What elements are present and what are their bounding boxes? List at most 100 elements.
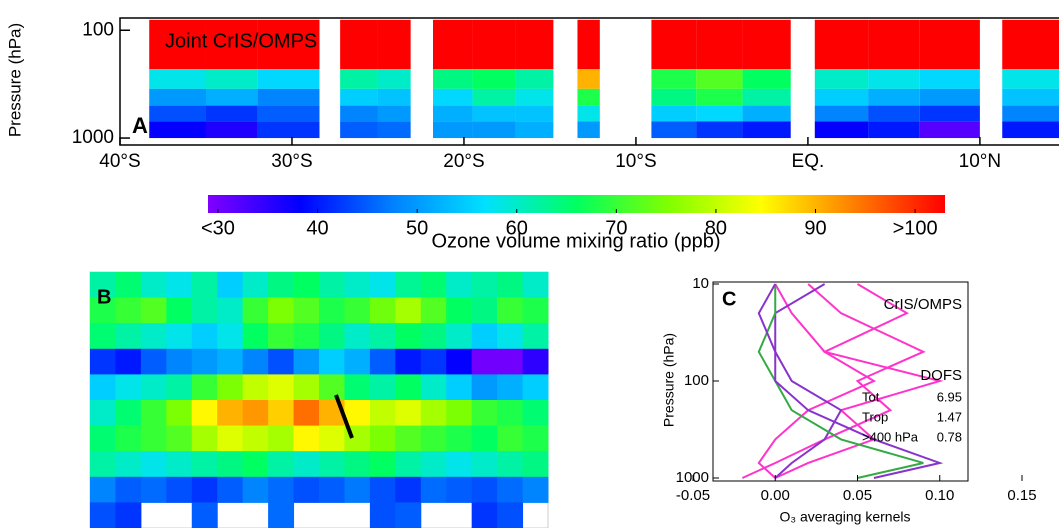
x-tick-label: 30°S	[271, 151, 312, 172]
map-cell	[395, 348, 422, 375]
table-key: Trop	[862, 409, 888, 424]
panel-label: B	[97, 286, 111, 308]
x-axis-label: O₃ averaging kernels	[780, 509, 911, 525]
map-cell	[166, 323, 193, 350]
heat-cell	[340, 69, 378, 89]
transect-line	[334, 394, 354, 439]
heat-cell	[742, 88, 791, 106]
heat-cell	[651, 105, 697, 122]
x-tick-label: -0.05	[676, 487, 710, 504]
map-cell	[268, 272, 295, 299]
map-cell	[191, 323, 218, 350]
heat-cell	[1002, 121, 1059, 139]
map-cell	[319, 374, 345, 401]
map-cell	[115, 272, 142, 299]
map-cell	[115, 348, 142, 375]
map-cell	[166, 476, 193, 503]
map-cell	[140, 297, 167, 324]
map-cell	[497, 476, 524, 503]
map-cell	[268, 348, 295, 375]
map-cell	[217, 476, 244, 503]
heat-cell	[814, 69, 869, 89]
heat-cell	[472, 19, 516, 70]
map-cell	[497, 323, 524, 350]
map-cell	[471, 502, 498, 528]
map-cell	[319, 476, 345, 503]
map-cell	[115, 502, 142, 528]
map-cell	[522, 272, 549, 299]
map-cell	[191, 297, 218, 324]
heat-cell	[340, 19, 378, 70]
heat-cell	[472, 69, 516, 89]
map-cell	[344, 272, 371, 299]
heat-cell	[515, 19, 554, 70]
heat-cell	[868, 105, 920, 122]
map-cell	[217, 272, 244, 299]
map-cell	[140, 400, 167, 427]
heat-cell	[577, 69, 600, 89]
heat-cell	[742, 121, 791, 139]
map-cell	[242, 476, 269, 503]
heat-cell	[515, 121, 554, 139]
map-cell	[268, 425, 295, 452]
table-title: DOFS	[920, 367, 962, 384]
map-cell	[522, 374, 549, 401]
map-cell	[268, 400, 295, 427]
map-cell	[319, 348, 345, 375]
kernel-line	[757, 284, 924, 479]
heat-cell	[742, 105, 791, 122]
heat-cell	[149, 88, 206, 106]
heat-cell	[577, 121, 600, 139]
heat-cell	[868, 121, 920, 139]
heat-cell	[515, 105, 554, 122]
heat-cell	[1002, 88, 1059, 106]
heat-cell	[515, 69, 554, 89]
y-axis-label: Pressure (hPa)	[661, 333, 677, 427]
map-cell	[242, 425, 269, 452]
heat-cell	[149, 105, 206, 122]
map-cell	[420, 297, 447, 324]
map-cell	[522, 425, 549, 452]
heat-cell	[257, 121, 320, 139]
table-value: 6.95	[937, 389, 962, 404]
table-value: 1.47	[937, 409, 962, 424]
map-cell	[115, 451, 142, 478]
map-cell	[90, 297, 116, 324]
map-cell	[166, 348, 193, 375]
heat-cell	[868, 69, 920, 89]
map-cell	[522, 400, 549, 427]
heat-cell	[577, 105, 600, 122]
map-cell	[268, 323, 295, 350]
panel-label: A	[132, 113, 148, 138]
map-cell	[268, 451, 295, 478]
map-cell	[497, 348, 524, 375]
heat-cell	[205, 121, 258, 139]
map-cell	[191, 272, 218, 299]
heat-cell	[814, 121, 869, 139]
y-axis-label: Pressure (hPa)	[5, 23, 24, 137]
heat-cell	[696, 121, 743, 139]
heat-cell	[340, 105, 378, 122]
map-cell	[217, 425, 244, 452]
map-cell	[522, 323, 549, 350]
x-tick-label: 0.00	[761, 487, 790, 504]
map-cell	[420, 476, 447, 503]
map-cell	[395, 476, 422, 503]
map-cell	[471, 323, 498, 350]
map-cell	[90, 272, 116, 299]
x-tick-label: 0.10	[925, 487, 954, 504]
map-cell	[140, 425, 167, 452]
kernel-line	[774, 283, 843, 479]
map-cell	[471, 374, 498, 401]
map-cell	[217, 348, 244, 375]
map-cell	[319, 425, 345, 452]
heat-cell	[433, 19, 473, 70]
map-cell	[344, 323, 371, 350]
map-cell	[140, 451, 167, 478]
map-cell	[242, 297, 269, 324]
map-cell	[191, 502, 218, 528]
colorbar-tick-label: <30	[201, 217, 235, 239]
heat-cell	[257, 19, 320, 70]
map-cell	[166, 297, 193, 324]
